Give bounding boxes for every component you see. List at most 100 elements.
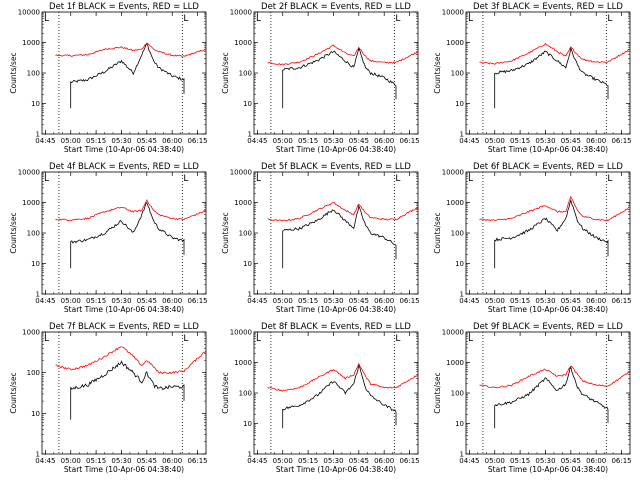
y-tick-label: 10 [243,260,252,268]
y-tick-label: 1000 [446,39,464,47]
y-tick-label: 100 [239,390,252,398]
x-tick-label: 05:00 [61,457,81,465]
y-tick-label: 1 [460,131,464,139]
x-tick-label: 05:15 [86,137,106,145]
y-tick-label: 10000 [442,169,464,177]
x-tick-label: 06:15 [187,457,207,465]
events-series-line [494,198,609,269]
x-tick-label: 06:00 [162,297,182,305]
y-tick-label: 10000 [230,9,252,17]
x-tick-label: 05:00 [485,297,505,305]
x-tick-label: 05:45 [137,297,157,305]
x-tick-label: 05:15 [86,297,106,305]
x-tick-label: 06:00 [374,297,394,305]
x-axis-label: Start Time (10-Apr-06 04:38:40) [276,465,396,474]
panel-title: Det 3f BLACK = Events, RED = LLD [473,2,623,12]
y-tick-label: 10 [31,260,40,268]
plot-frame [253,331,419,455]
panel-title: Det 5f BLACK = Events, RED = LLD [261,162,411,172]
corner-marker-right: L [395,334,400,344]
x-axis-label: Start Time (10-Apr-06 04:38:40) [64,145,184,154]
x-tick-label: 05:45 [137,137,157,145]
x-tick-label: 05:30 [535,457,555,465]
y-tick-label: 10000 [230,169,252,177]
x-tick-label: 04:45 [35,137,55,145]
plot-frame [253,11,419,135]
x-tick-label: 05:00 [273,137,293,145]
lld-series-line [267,44,419,66]
x-tick-label: 06:00 [374,457,394,465]
x-tick-label: 05:00 [61,137,81,145]
y-tick-label: 1 [36,131,40,139]
y-tick-label: 100 [451,70,464,78]
x-tick-label: 06:00 [162,457,182,465]
y-tick-label: 100 [239,230,252,238]
y-tick-label: 1 [248,451,252,459]
plot-frame [253,171,419,295]
y-tick-label: 100 [451,230,464,238]
y-tick-label: 1000 [234,39,252,47]
x-tick-label: 04:45 [35,457,55,465]
detector-panel-6: Det 6f BLACK = Events, RED = LLD 1 10 100 10… [433,162,632,314]
y-tick-label: 10 [455,100,464,108]
x-tick-label: 06:00 [374,137,394,145]
x-tick-label: 06:15 [611,137,631,145]
y-tick-label: 100 [27,70,40,78]
corner-marker-left: L [468,174,473,184]
y-tick-label: 1000 [234,199,252,207]
events-series-line [70,202,185,269]
x-tick-label: 05:00 [273,457,293,465]
x-tick-label: 05:30 [111,137,131,145]
x-axis-label: Start Time (10-Apr-06 04:38:40) [488,305,608,314]
y-tick-label: 1000 [22,199,40,207]
y-tick-label: 1 [36,451,40,459]
panel-title: Det 7f BLACK = Events, RED = LLD [49,322,199,332]
lld-series-line [55,346,207,375]
x-axis-label: Start Time (10-Apr-06 04:38:40) [488,465,608,474]
panel-title: Det 8f BLACK = Events, RED = LLD [261,322,411,332]
y-tick-label: 1000 [234,359,252,367]
plot-frame [41,331,207,455]
y-axis-label: Counts/sec [9,372,18,413]
x-tick-label: 06:15 [399,297,419,305]
panel-title: Det 6f BLACK = Events, RED = LLD [473,162,623,172]
y-tick-label: 10000 [18,169,40,177]
events-series-line [70,42,185,109]
x-axis-label: Start Time (10-Apr-06 04:38:40) [488,145,608,154]
corner-marker-left: L [44,174,49,184]
corner-marker-right: L [183,14,188,24]
y-tick-label: 10 [31,100,40,108]
y-tick-label: 10000 [442,329,464,337]
y-tick-label: 10 [455,260,464,268]
x-tick-label: 05:15 [510,457,530,465]
corner-marker-left: L [468,334,473,344]
x-tick-label: 06:15 [399,137,419,145]
lld-series-line [267,362,419,392]
x-tick-label: 05:30 [323,297,343,305]
x-tick-label: 05:45 [561,297,581,305]
y-tick-label: 100 [27,230,40,238]
plot-frame [465,171,631,295]
y-tick-label: 1 [460,451,464,459]
x-tick-label: 05:00 [485,137,505,145]
y-axis-label: Counts/sec [9,212,18,253]
corner-marker-right: L [607,14,612,24]
y-tick-label: 100 [451,390,464,398]
x-tick-label: 05:15 [86,457,106,465]
plot-frame [465,331,631,455]
x-tick-label: 05:45 [349,457,369,465]
x-tick-label: 05:45 [349,137,369,145]
corner-marker-left: L [44,334,49,344]
events-series-line [494,365,609,429]
y-tick-label: 1 [248,131,252,139]
detector-panel-8: Det 8f BLACK = Events, RED = LLD 1 10 100 10… [221,322,420,474]
y-axis-label: Counts/sec [433,212,442,253]
detector-panel-2: Det 2f BLACK = Events, RED = LLD 1 10 100 10… [221,2,420,154]
x-tick-label: 06:00 [586,137,606,145]
corner-marker-left: L [44,14,49,24]
y-tick-label: 1000 [446,199,464,207]
x-tick-label: 06:15 [399,457,419,465]
y-tick-label: 10000 [18,9,40,17]
plot-frame [465,11,631,135]
detector-panel-3: Det 3f BLACK = Events, RED = LLD 1 10 100 10… [433,2,632,154]
